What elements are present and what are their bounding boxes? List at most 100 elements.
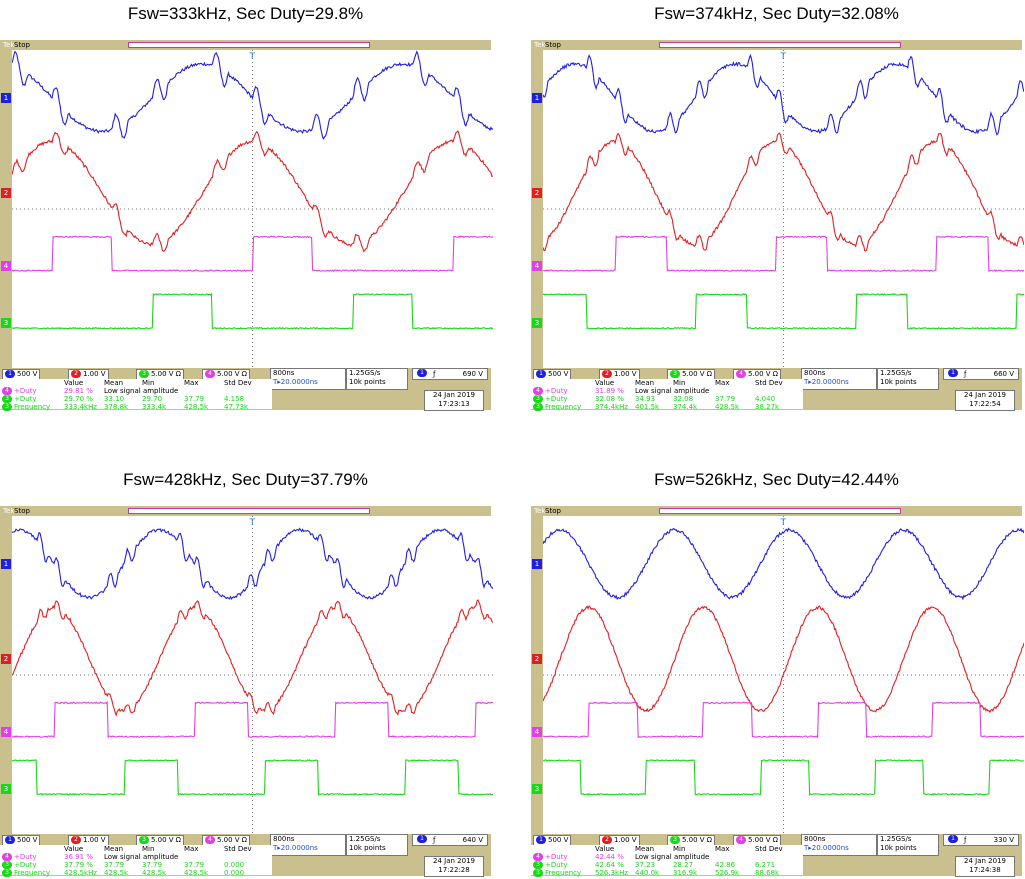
measurement-channel-badge: 3 <box>2 869 12 877</box>
channel-number-badge: 3 <box>670 370 680 378</box>
measurement-channel-badge: 3 <box>2 395 12 403</box>
channel-scale: 5.00 V <box>748 836 771 844</box>
measurement-name: +Duty <box>14 387 37 395</box>
timestamp: 24 Jan 2019 17:23:13 <box>424 390 484 411</box>
channel-ground-marker: 2 <box>1 654 11 665</box>
waveform-ch2 <box>543 605 1024 714</box>
channel-ground-marker: 2 <box>532 188 542 199</box>
sample-rate-readout[interactable]: 1.25GS/s 10k points <box>346 368 408 390</box>
timebase-readout[interactable]: 800ns T▸20.0000ns <box>270 368 346 390</box>
sample-rate-readout[interactable]: 1.25GS/s 10k points <box>346 834 408 856</box>
measurement-value: 333.4k <box>142 403 167 411</box>
trigger-slope-icon: ƒ <box>964 836 967 844</box>
measurement-row: 3 +Duty 42.64 % 37.23 28.27 42.86 6.271 <box>531 861 803 869</box>
measurement-value: 4.040 <box>755 395 776 403</box>
measurement-channel-badge: 3 <box>533 403 543 411</box>
timebase-readout[interactable]: 800ns T▸20.0000ns <box>801 834 877 856</box>
channel-number-badge: 4 <box>205 370 215 378</box>
measurement-column-header: Min <box>142 845 155 853</box>
measurement-value: 88.68k <box>755 869 780 877</box>
impedance-symbol: Ω <box>706 370 712 378</box>
impedance-symbol: Ω <box>772 836 778 844</box>
trigger-level: 690 V <box>462 370 483 378</box>
measurement-table: Value Mean Min Max Std Dev 4 +Duty 29.81 % Low s… <box>0 379 272 411</box>
trigger-readout[interactable]: 1 ƒ 660 V <box>943 368 1019 380</box>
channel-scale: 1.00 V <box>614 370 637 378</box>
channel-scale: 5.00 V <box>748 370 771 378</box>
channel-number-badge: 4 <box>736 370 746 378</box>
trigger-readout[interactable]: 1 ƒ 640 V <box>412 834 488 846</box>
measurement-table: Value Mean Min Max Std Dev 4 +Duty 36.91 % Low s… <box>0 845 272 877</box>
channel-number-badge: 1 <box>5 370 15 378</box>
waveform-ch3 <box>12 292 493 330</box>
waveform-svg: T <box>12 50 493 368</box>
channel-scale: 5.00 V <box>682 836 705 844</box>
waveform-ch1 <box>12 527 493 600</box>
measurement-column-header: Max <box>715 379 730 387</box>
measurement-value: 29.70 % <box>64 395 93 403</box>
measurement-name: +Duty <box>14 861 37 869</box>
impedance-symbol: Ω <box>175 836 181 844</box>
status-bar: Tek Stop <box>0 506 491 516</box>
sample-rate-readout[interactable]: 1.25GS/s 10k points <box>877 368 939 390</box>
measurement-value: 428.5k <box>184 403 209 411</box>
channel-number-badge: 2 <box>602 836 612 844</box>
date-value: 24 Jan 2019 <box>964 857 1006 865</box>
measurement-value: 428.5k <box>104 869 129 877</box>
chart-title: Fsw=428kHz, Sec Duty=37.79% <box>123 470 368 489</box>
trigger-channel-badge: 1 <box>417 369 427 377</box>
trigger-position-value: T▸20.0000ns <box>273 378 318 386</box>
measurement-channel-badge: 4 <box>2 387 12 395</box>
measurement-value: 34.93 <box>635 395 656 403</box>
measurement-row: 3 Frequency 526.3kHz 440.0k 316.9k 526.9k 88.6… <box>531 869 803 877</box>
trigger-level: 660 V <box>993 370 1014 378</box>
measurement-value: 28.27 <box>673 861 694 869</box>
channel-number-badge: 3 <box>139 836 149 844</box>
waveform-ch3 <box>543 758 1024 796</box>
channel-number-badge: 1 <box>5 836 15 844</box>
measurement-value: 428.5kHz <box>64 869 98 877</box>
waveform-svg: T <box>543 50 1024 368</box>
channel-ground-marker: 4 <box>532 726 542 737</box>
sample-rate-value: 1.25GS/s <box>349 369 381 377</box>
oscilloscope-display: Tek Stop T 1 2 4 3 1 500 V 2 1.00 V 3 5.00 V Ω 4 5.00 V… <box>531 506 1024 877</box>
measurement-value: 378.8k <box>104 403 129 411</box>
status-bar: Tek Stop <box>531 506 1022 516</box>
trigger-channel-badge: 1 <box>948 835 958 843</box>
channel-scale: 5.00 V <box>217 836 240 844</box>
scope-panel: Fsw=333kHz, Sec Duty=29.8% Tek Stop T 1 2 4 3 1 5… <box>0 0 493 411</box>
channel-scale: 1.00 V <box>614 836 637 844</box>
channel-ground-marker: 3 <box>532 784 542 795</box>
measurement-name: +Duty <box>14 395 37 403</box>
measurement-value: 37.23 <box>635 861 656 869</box>
sample-rate-readout[interactable]: 1.25GS/s 10k points <box>877 834 939 856</box>
waveform-ch4 <box>12 700 493 739</box>
channel-ground-marker: 3 <box>1 784 11 795</box>
channel-ground-marker: 1 <box>1 558 11 569</box>
measurement-column-header: Max <box>184 379 199 387</box>
impedance-symbol: Ω <box>706 836 712 844</box>
channel-ground-marker: 2 <box>532 654 542 665</box>
measurement-table: Value Mean Min Max Std Dev 4 +Duty 42.44 % Low s… <box>531 845 803 877</box>
trigger-readout[interactable]: 1 ƒ 690 V <box>412 368 488 380</box>
trigger-readout[interactable]: 1 ƒ 330 V <box>943 834 1019 846</box>
acquisition-status: Stop <box>14 507 30 515</box>
measurement-value: 333.4kHz <box>64 403 98 411</box>
timebase-readout[interactable]: 800ns T▸20.0000ns <box>801 368 877 390</box>
timebase-readout[interactable]: 800ns T▸20.0000ns <box>270 834 346 856</box>
measurement-value: 4.158 <box>224 395 245 403</box>
sample-rate-value: 1.25GS/s <box>349 835 381 843</box>
measurement-column-header: Mean <box>104 379 124 387</box>
measurement-column-header: Std Dev <box>224 845 252 853</box>
status-bar: Tek Stop <box>531 40 1022 50</box>
sample-rate-value: 1.25GS/s <box>880 835 912 843</box>
channel-scale: 500 V <box>17 370 38 378</box>
waveform-svg: T <box>543 516 1024 834</box>
brand-label: Tek <box>3 41 15 49</box>
measurement-value: 428.5k <box>184 869 209 877</box>
timebase-value: 800ns <box>804 369 826 377</box>
waveform-ch1 <box>543 527 1024 601</box>
channel-ground-marker: 4 <box>1 726 11 737</box>
channel-number-badge: 4 <box>205 836 215 844</box>
